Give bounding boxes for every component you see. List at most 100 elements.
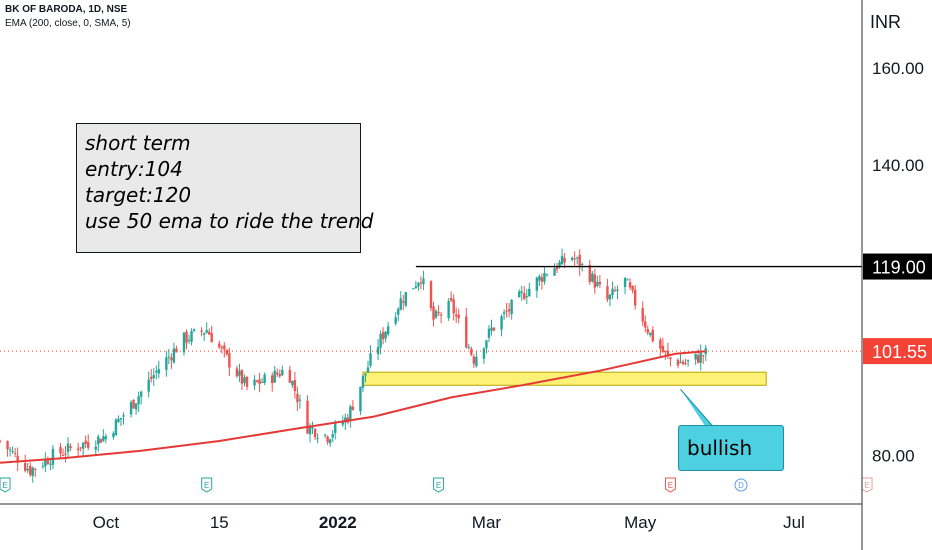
candle xyxy=(613,286,617,292)
candle-body xyxy=(76,448,80,450)
candle xyxy=(240,369,244,390)
bullish-callout[interactable]: bullish xyxy=(678,425,784,471)
event-marker-earnings: E xyxy=(0,477,11,493)
candle-body xyxy=(187,339,191,341)
candle-body xyxy=(185,331,188,343)
candle-body xyxy=(253,379,256,386)
candle-body xyxy=(528,288,531,297)
candle-body xyxy=(306,400,309,434)
candle-body xyxy=(545,274,549,276)
x-tick-label: Jul xyxy=(783,513,805,532)
candle xyxy=(46,456,50,465)
candle xyxy=(686,359,690,367)
candle xyxy=(694,353,697,365)
candle-body xyxy=(205,330,208,333)
candle-body xyxy=(359,386,362,412)
candle-body xyxy=(243,377,246,384)
candle-body xyxy=(298,399,302,401)
last-price-tag xyxy=(863,338,932,365)
candle-body xyxy=(235,368,239,377)
candle xyxy=(278,369,281,379)
candle-body xyxy=(122,415,125,417)
candle xyxy=(87,434,90,451)
candle-body xyxy=(525,296,528,298)
candle-body xyxy=(31,467,34,476)
candle xyxy=(591,270,594,283)
dividend-icon xyxy=(734,478,748,492)
candle-body xyxy=(334,423,337,434)
y-tick-label: 80.00 xyxy=(872,447,915,466)
candle-body xyxy=(263,374,266,383)
candle-body xyxy=(684,363,687,365)
candle-body xyxy=(434,310,438,318)
candle xyxy=(59,443,62,458)
candle xyxy=(81,442,85,458)
candle-body xyxy=(593,274,597,288)
candle-body xyxy=(384,331,387,339)
candle xyxy=(114,418,118,436)
candle-body xyxy=(475,356,478,367)
x-tick-label: Oct xyxy=(93,513,120,532)
candle-body xyxy=(26,468,29,471)
candle-body xyxy=(364,373,367,376)
candle-body xyxy=(487,328,491,338)
candle-body xyxy=(119,417,123,420)
candle-body xyxy=(296,393,299,403)
candle-body xyxy=(207,331,211,335)
candle-body xyxy=(523,293,526,300)
candle xyxy=(323,433,327,439)
candle-body xyxy=(439,314,443,316)
candle-body xyxy=(492,327,496,331)
candle xyxy=(641,301,644,326)
candle-body xyxy=(129,402,133,415)
candle-body xyxy=(485,340,488,349)
candle-body xyxy=(681,361,685,364)
candle xyxy=(429,280,433,311)
candle xyxy=(364,373,367,383)
candle-body xyxy=(472,356,476,364)
event-marker-label: E xyxy=(668,481,673,490)
candle xyxy=(97,434,100,452)
candle xyxy=(467,343,471,350)
candle-body xyxy=(218,343,221,348)
candle-body xyxy=(139,391,143,397)
candle xyxy=(500,314,503,337)
event-marker-label: E xyxy=(204,481,209,490)
candle-body xyxy=(631,286,634,291)
candle xyxy=(190,328,193,346)
candle xyxy=(449,291,453,303)
currency-label: INR xyxy=(870,12,901,32)
candle-body xyxy=(608,294,612,300)
trade-note[interactable]: short term entry:104 target:120 use 50 e… xyxy=(76,123,374,253)
candle xyxy=(202,332,206,342)
candle xyxy=(255,379,259,384)
candle xyxy=(452,294,455,321)
candle xyxy=(117,415,120,423)
candle xyxy=(553,263,556,276)
candle-body xyxy=(598,281,602,285)
candle-body xyxy=(240,370,244,384)
note-line: use 50 ema to ride the trend xyxy=(85,209,374,233)
candle xyxy=(631,285,634,294)
candle xyxy=(119,417,123,427)
candle xyxy=(432,301,435,327)
candle-body xyxy=(699,352,702,363)
candle xyxy=(699,344,702,371)
candle xyxy=(69,443,72,452)
candle xyxy=(44,452,47,473)
candle xyxy=(397,306,400,322)
candle xyxy=(628,278,632,291)
candle-body xyxy=(449,298,453,301)
earnings-icon xyxy=(0,477,11,493)
candle-body xyxy=(29,466,32,475)
candle-body xyxy=(361,375,365,388)
candle-body xyxy=(66,443,70,452)
candle xyxy=(563,252,566,268)
candle xyxy=(525,289,528,305)
candle-body xyxy=(686,360,690,362)
candle xyxy=(245,375,249,391)
candle xyxy=(291,380,294,388)
candle xyxy=(152,368,155,386)
candle xyxy=(349,404,352,428)
